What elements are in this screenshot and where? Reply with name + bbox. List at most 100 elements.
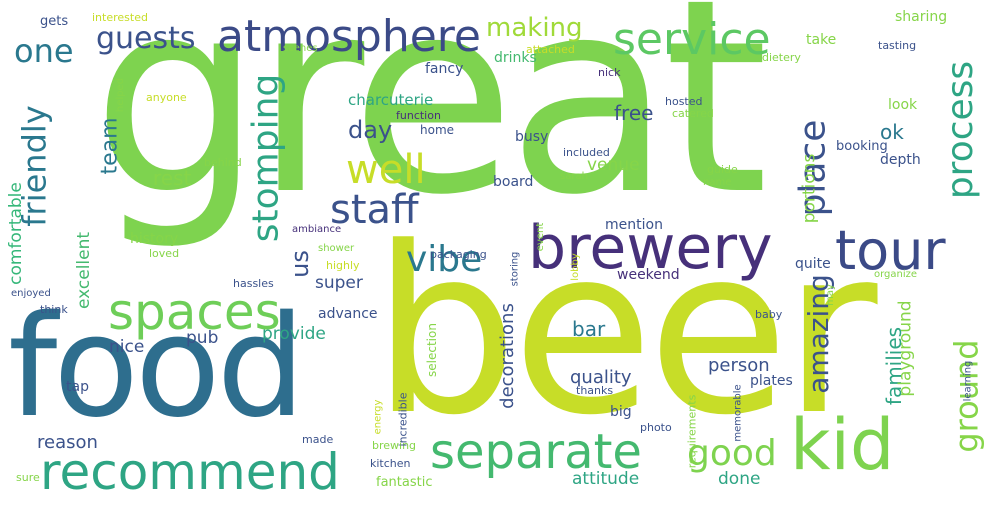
word-ok: ok	[880, 120, 904, 144]
word-fantastic: fantastic	[376, 475, 433, 490]
word-board: board	[493, 174, 534, 190]
word-recommend: recommend	[40, 443, 340, 501]
word-rest: rest	[153, 166, 192, 190]
word-excellent: excellent	[74, 231, 95, 310]
word-charcuterie: charcuterie	[348, 91, 434, 109]
word-nice: nice	[109, 337, 145, 357]
word-drinks: drinks	[494, 50, 537, 66]
word-hassles: hassles	[233, 277, 274, 290]
word-food: food	[8, 286, 305, 449]
word-behind: behind	[204, 156, 242, 169]
word-fancy: fancy	[425, 61, 464, 77]
word-baby: baby	[755, 308, 783, 321]
word-mention: mention	[605, 217, 663, 233]
word-loved: loved	[149, 247, 180, 260]
word-tasting: tasting	[878, 39, 917, 52]
word-home: home	[420, 123, 455, 137]
word-process: process	[940, 60, 982, 200]
word-requirements: requirements	[685, 394, 699, 469]
word-take: take	[806, 32, 837, 48]
word-beer: beer	[372, 199, 878, 466]
word-comfortable: comfortable	[5, 182, 26, 285]
word-pub: pub	[186, 328, 219, 348]
word-brewery: brewery	[528, 213, 773, 283]
word-well: well	[346, 147, 426, 193]
word-ambiance: ambiance	[292, 224, 342, 235]
word-sarah: sarah	[560, 171, 588, 182]
word-highly: highly	[326, 259, 360, 272]
word-hosted: hosted	[665, 95, 703, 108]
word-booking: booking	[836, 139, 888, 154]
word-scenes: scenes	[283, 43, 318, 54]
word-service: service	[613, 14, 771, 65]
word-attitude: attitude	[572, 469, 640, 489]
word-playground: playground	[895, 300, 916, 397]
word-separate: separate	[430, 424, 642, 480]
word-atmosphere: atmosphere	[217, 11, 481, 62]
word-sharing: sharing	[895, 9, 948, 25]
word-day: day	[348, 116, 393, 144]
word-helped: helped	[115, 77, 127, 113]
word-reason: reason	[37, 432, 98, 453]
word-depth: depth	[880, 152, 921, 168]
word-nick: nick	[598, 66, 621, 79]
word-storing: storing	[509, 251, 521, 287]
word-catered: catered	[672, 107, 714, 120]
word-free: free	[614, 101, 654, 125]
word-kid: kid	[790, 404, 895, 486]
word-think: think	[40, 303, 68, 316]
word-great: great	[92, 0, 769, 254]
word-us: us	[285, 250, 314, 278]
word-name: name	[703, 177, 732, 188]
word-made: made	[302, 433, 334, 446]
word-incredible: incredible	[396, 392, 410, 447]
word-sure: sure	[16, 471, 40, 484]
word-learning: learning	[962, 360, 974, 402]
word-photo: photo	[640, 421, 672, 434]
word-busy: busy	[515, 129, 549, 145]
word-lobby: lobby	[569, 253, 581, 281]
word-tour: tour	[835, 219, 946, 282]
word-bar: bar	[572, 317, 606, 341]
word-venue: venue	[587, 155, 640, 175]
word-quite: quite	[795, 256, 831, 272]
word-staff: staff	[330, 187, 419, 233]
word-spaces: spaces	[108, 283, 281, 341]
word-organize: organize	[874, 269, 918, 280]
word-included: included	[563, 146, 610, 159]
word-one: one	[14, 32, 74, 70]
word-advance: advance	[318, 306, 378, 322]
word-gets: gets	[40, 14, 69, 29]
word-packaging: packaging	[430, 248, 487, 261]
word-super: super	[315, 273, 363, 293]
word-guide: guide	[707, 163, 738, 176]
word-done: done	[718, 469, 761, 489]
word-kitchen: kitchen	[370, 457, 411, 470]
word-person: person	[708, 355, 770, 376]
word-portions: portions	[799, 153, 820, 224]
word-dietery: dietery	[762, 51, 801, 64]
word-thanks: thanks	[576, 384, 614, 397]
word-provide: provide	[262, 324, 326, 344]
word-event: event	[535, 222, 547, 252]
word-decorations: decorations	[496, 303, 518, 409]
word-interested: interested	[92, 11, 148, 24]
word-attached: attached	[526, 43, 575, 56]
word-may: may	[824, 284, 836, 306]
word-plates: plates	[750, 373, 793, 389]
word-energy: energy	[372, 399, 384, 435]
word-history: history	[130, 231, 179, 247]
word-brewing: brewing	[372, 439, 417, 452]
word-memorable: memorable	[732, 384, 744, 442]
word-function: function	[396, 109, 441, 122]
word-anyone: anyone	[146, 91, 187, 104]
word-vibe: vibe	[406, 239, 483, 280]
word-guests: guests	[96, 21, 196, 56]
word-selection: selection	[424, 323, 439, 377]
word-tap: tap	[66, 379, 89, 395]
word-team: team	[97, 117, 123, 175]
word-big: big	[610, 404, 632, 420]
word-quality: quality	[570, 367, 632, 388]
word-look: look	[888, 97, 918, 113]
